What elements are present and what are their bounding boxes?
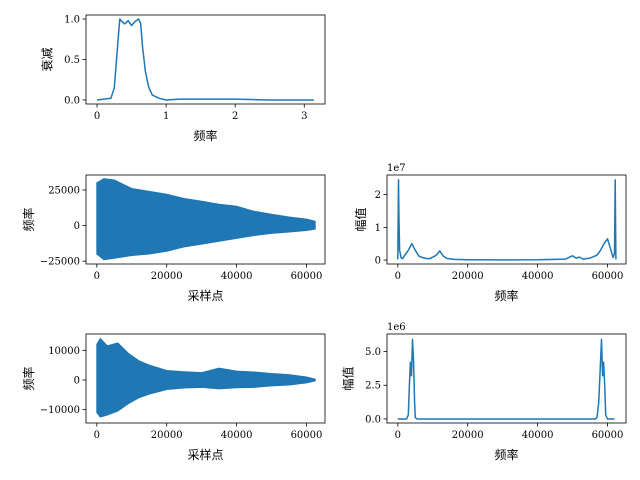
- series-envelope: [96, 178, 316, 261]
- chart-time_signal: 0 20000 40000 60000 −25000 0 25000 采样点 频率: [21, 174, 326, 303]
- y-tick-label: 0: [74, 375, 80, 386]
- x-tick-label: 0: [395, 271, 401, 282]
- y-tick-label: 0: [375, 256, 381, 267]
- x-axis-label: 频率: [193, 128, 217, 143]
- x-tick-label: 20000: [151, 430, 183, 441]
- x-tick-label: 60000: [592, 271, 624, 282]
- axes-frame: [386, 333, 627, 424]
- y-tick-label: −25000: [40, 257, 80, 268]
- x-axis-label: 频率: [494, 447, 518, 462]
- x-tick-label: 20000: [452, 271, 484, 282]
- x-tick-label: 0: [94, 430, 100, 441]
- y-axis-label: 幅值: [340, 366, 355, 390]
- y-tick-label: 1.0: [64, 15, 80, 26]
- y-offset-label: 1e7: [387, 163, 406, 174]
- x-tick-label: 20000: [151, 271, 183, 282]
- chart-time_spectrum: 0 20000 40000 60000 0 1 2 频率 幅值 1e7: [353, 163, 627, 303]
- y-axis-label: 幅值: [353, 207, 368, 231]
- y-tick-label: 25000: [48, 185, 80, 196]
- chart-filtered_signal: 0 20000 40000 60000 −10000 0 10000 采样点 频率: [21, 333, 326, 462]
- series-line-0: [97, 18, 314, 101]
- x-tick-label: 40000: [221, 430, 253, 441]
- x-tick-label: 60000: [291, 430, 323, 441]
- y-tick-label: 10000: [48, 346, 80, 357]
- x-tick-label: 0: [94, 111, 100, 122]
- x-tick-label: 3: [301, 111, 307, 122]
- y-tick-label: 0: [74, 221, 80, 232]
- x-axis-label: 采样点: [187, 447, 223, 462]
- y-tick-label: 0.5: [64, 55, 80, 66]
- x-tick-label: 2: [232, 111, 238, 122]
- x-tick-label: 0: [395, 430, 401, 441]
- y-tick-label: 0.0: [64, 95, 80, 106]
- x-tick-label: 60000: [291, 271, 323, 282]
- y-tick-label: 2: [375, 190, 381, 201]
- x-axis-label: 采样点: [187, 288, 223, 303]
- y-tick-label: 5.0: [365, 347, 381, 358]
- series-line-0: [397, 179, 617, 261]
- axes-frame: [386, 174, 627, 265]
- y-tick-label: 1: [375, 223, 381, 234]
- x-tick-label: 40000: [522, 271, 554, 282]
- y-axis-label: 衰减: [39, 47, 54, 71]
- axes-frame: [85, 333, 326, 424]
- x-tick-label: 20000: [452, 430, 484, 441]
- axes-frame: [85, 174, 326, 265]
- y-tick-label: −10000: [40, 405, 80, 416]
- series-line-0: [397, 338, 615, 420]
- y-axis-label: 频率: [21, 207, 36, 231]
- x-axis-label: 频率: [494, 288, 518, 303]
- x-tick-label: 40000: [522, 430, 554, 441]
- x-tick-label: 1: [163, 111, 169, 122]
- axes-frame: [85, 14, 326, 105]
- x-tick-label: 40000: [221, 271, 253, 282]
- chart-filtered_spectrum: 0 20000 40000 60000 0.0 2.5 5.0 频率 幅值 1e6: [340, 322, 627, 462]
- x-tick-label: 0: [94, 271, 100, 282]
- y-axis-label: 频率: [21, 366, 36, 390]
- chart-filter_response: 0 1 2 3 0.0 0.5 1.0 频率 衰减: [39, 14, 326, 143]
- y-tick-label: 0.0: [365, 414, 381, 425]
- y-offset-label: 1e6: [387, 322, 406, 333]
- x-tick-label: 60000: [592, 430, 624, 441]
- y-tick-label: 2.5: [365, 381, 381, 392]
- series-envelope: [96, 337, 316, 418]
